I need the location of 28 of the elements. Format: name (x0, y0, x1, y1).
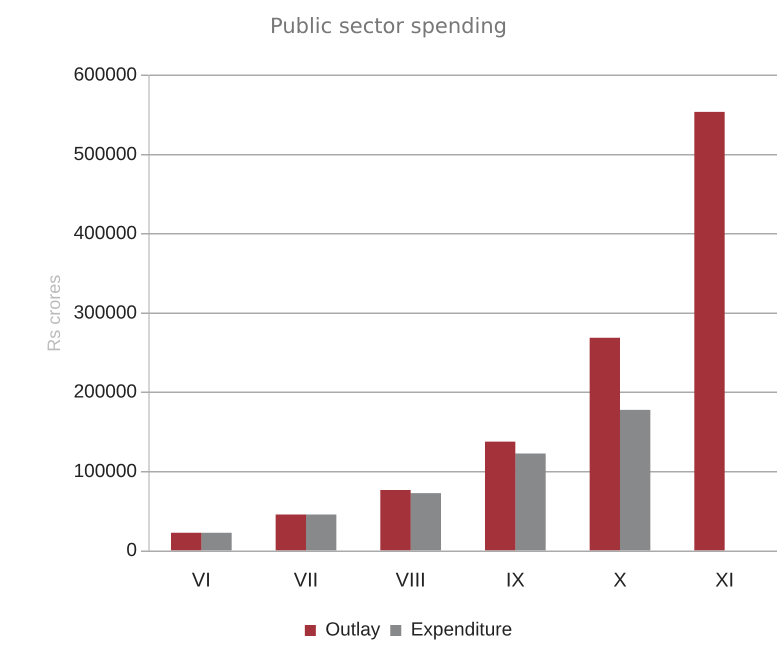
y-tick-label: 100000 (74, 460, 137, 482)
y-tick-label: 200000 (74, 382, 137, 403)
bar (201, 532, 232, 550)
bar (590, 338, 620, 550)
x-tick-label: VI (192, 570, 211, 592)
y-tick-label: 500000 (74, 144, 137, 165)
x-tick-label: VII (294, 570, 318, 592)
bar (170, 532, 202, 550)
x-tick-label: IX (506, 570, 525, 592)
bar (694, 112, 725, 550)
x-tick-label: XI (715, 570, 734, 592)
bar (515, 454, 546, 550)
bar (276, 514, 306, 550)
x-tick-label: VIII (396, 570, 426, 592)
x-tick-label: X (613, 570, 627, 592)
legend-label: Outlay (325, 620, 381, 641)
bar (380, 490, 411, 550)
bar (410, 493, 442, 550)
chart-title: Public sector spending (269, 14, 508, 38)
y-tick-label: 0 (126, 540, 137, 562)
y-axis-title: Rs crores (44, 274, 64, 352)
y-tick-label: 600000 (74, 64, 137, 86)
legend-label: Expenditure (410, 620, 512, 641)
bar (306, 514, 336, 550)
bar (484, 442, 516, 550)
y-tick-label: 400000 (74, 223, 137, 244)
bar (620, 410, 650, 550)
y-tick-label: 300000 (74, 302, 137, 324)
